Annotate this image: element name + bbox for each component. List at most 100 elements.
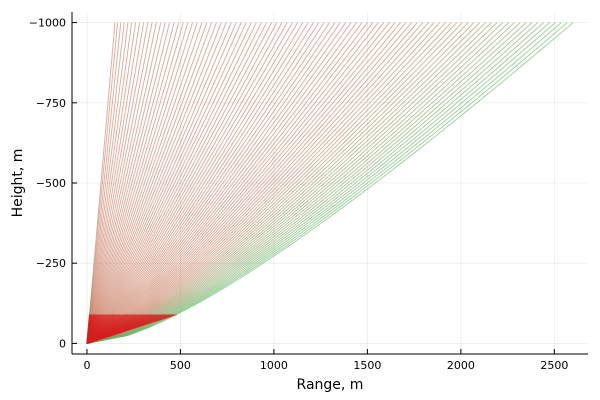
ray-line: [86, 22, 509, 344]
y-tick-label: −250: [36, 257, 66, 270]
ray-line: [86, 22, 194, 344]
y-axis-ticks: −1000 −750 −500 −250 0: [29, 17, 77, 350]
ray-line: [86, 22, 175, 344]
grid: [72, 12, 588, 354]
ray-line: [86, 22, 498, 344]
ray-line: [86, 22, 568, 344]
x-tick-label: 1000: [260, 359, 288, 372]
ray-line: [86, 22, 574, 344]
ray-line: [86, 22, 122, 344]
ray-line: [86, 22, 208, 344]
ray-line: [86, 22, 407, 344]
ray-line: [86, 22, 562, 344]
ray-line: [86, 22, 441, 344]
ray-line: [86, 22, 550, 344]
y-tick-label: −500: [36, 177, 66, 190]
x-tick-label: 2500: [540, 359, 568, 372]
ray-line: [86, 22, 288, 344]
ray-line: [86, 22, 304, 344]
ray-line: [86, 22, 278, 344]
ray-line: [86, 22, 262, 344]
ray-line: [86, 22, 352, 344]
ray-line: [86, 22, 539, 344]
ray-line: [86, 22, 247, 344]
ray-line: [86, 22, 390, 344]
ray-line: [86, 22, 293, 344]
ray-near-segment: [86, 313, 177, 344]
ray-line: [86, 22, 469, 344]
ray-line: [86, 22, 413, 344]
x-tick-label: 500: [170, 359, 191, 372]
ray-line: [86, 22, 283, 344]
ray-line: [86, 22, 125, 344]
ray-line: [86, 22, 166, 344]
ray-line: [86, 22, 544, 344]
ray-line: [86, 22, 556, 344]
ray-line: [86, 22, 309, 344]
x-tick-label: 1500: [353, 359, 381, 372]
ray-line: [86, 22, 357, 344]
ray-series: [86, 22, 574, 344]
ray-line: [86, 22, 252, 344]
ray-line: [86, 22, 133, 344]
ray-line: [86, 22, 368, 344]
ray-line: [86, 22, 504, 344]
ray-line: [86, 22, 299, 344]
y-tick-label: 0: [59, 337, 66, 350]
ray-line: [86, 22, 153, 344]
ray-line: [86, 22, 424, 344]
ray-line: [86, 22, 184, 344]
ray-line: [86, 22, 232, 344]
ray-line: [86, 22, 401, 344]
ray-line: [86, 22, 198, 344]
ray-line: [86, 22, 446, 344]
y-axis-label: Height, m: [10, 149, 26, 218]
ray-line: [86, 22, 213, 344]
ray-line: [86, 22, 346, 344]
ray-line: [86, 22, 385, 344]
ray-line: [86, 22, 237, 344]
ray-line: [86, 22, 475, 344]
ray-line: [86, 22, 336, 344]
ray-line: [86, 22, 435, 344]
ray-line: [86, 22, 157, 344]
ray-line: [86, 22, 486, 344]
ray-line: [86, 22, 320, 344]
ray-line: [86, 22, 363, 344]
x-tick-label: 2000: [447, 359, 475, 372]
ray-line: [86, 22, 129, 344]
ray-line: [86, 22, 396, 344]
ray-line: [86, 22, 149, 344]
ray-line: [86, 22, 257, 344]
ray-line: [86, 22, 180, 344]
x-axis-ticks: 0 500 1000 1500 2000 2500: [83, 349, 568, 372]
ray-line: [86, 22, 242, 344]
ray-line: [86, 22, 458, 344]
ray-line: [86, 22, 137, 344]
ray-line: [86, 22, 379, 344]
ray-line: [86, 22, 521, 344]
ray-line: [86, 22, 162, 344]
ray-line: [86, 22, 452, 344]
y-tick-label: −1000: [29, 17, 66, 30]
ray-line: [86, 22, 341, 344]
y-tick-label: −750: [36, 97, 66, 110]
ray-line: [86, 22, 374, 344]
ray-line: [86, 22, 141, 344]
ray-line: [86, 22, 145, 344]
ray-line: [86, 22, 273, 344]
ray-line: [86, 22, 325, 344]
ray-line: [86, 22, 492, 344]
ray-line: [86, 22, 267, 344]
ray-line: [86, 22, 481, 344]
ray-line: [86, 22, 429, 344]
ray-line: [86, 22, 189, 344]
ray-line: [86, 22, 227, 344]
x-tick-label: 0: [83, 359, 90, 372]
ray-line: [86, 22, 119, 344]
ray-line: [86, 22, 418, 344]
ray-line: [86, 22, 222, 344]
ray-line: [86, 22, 330, 344]
ray-line: [86, 22, 463, 344]
